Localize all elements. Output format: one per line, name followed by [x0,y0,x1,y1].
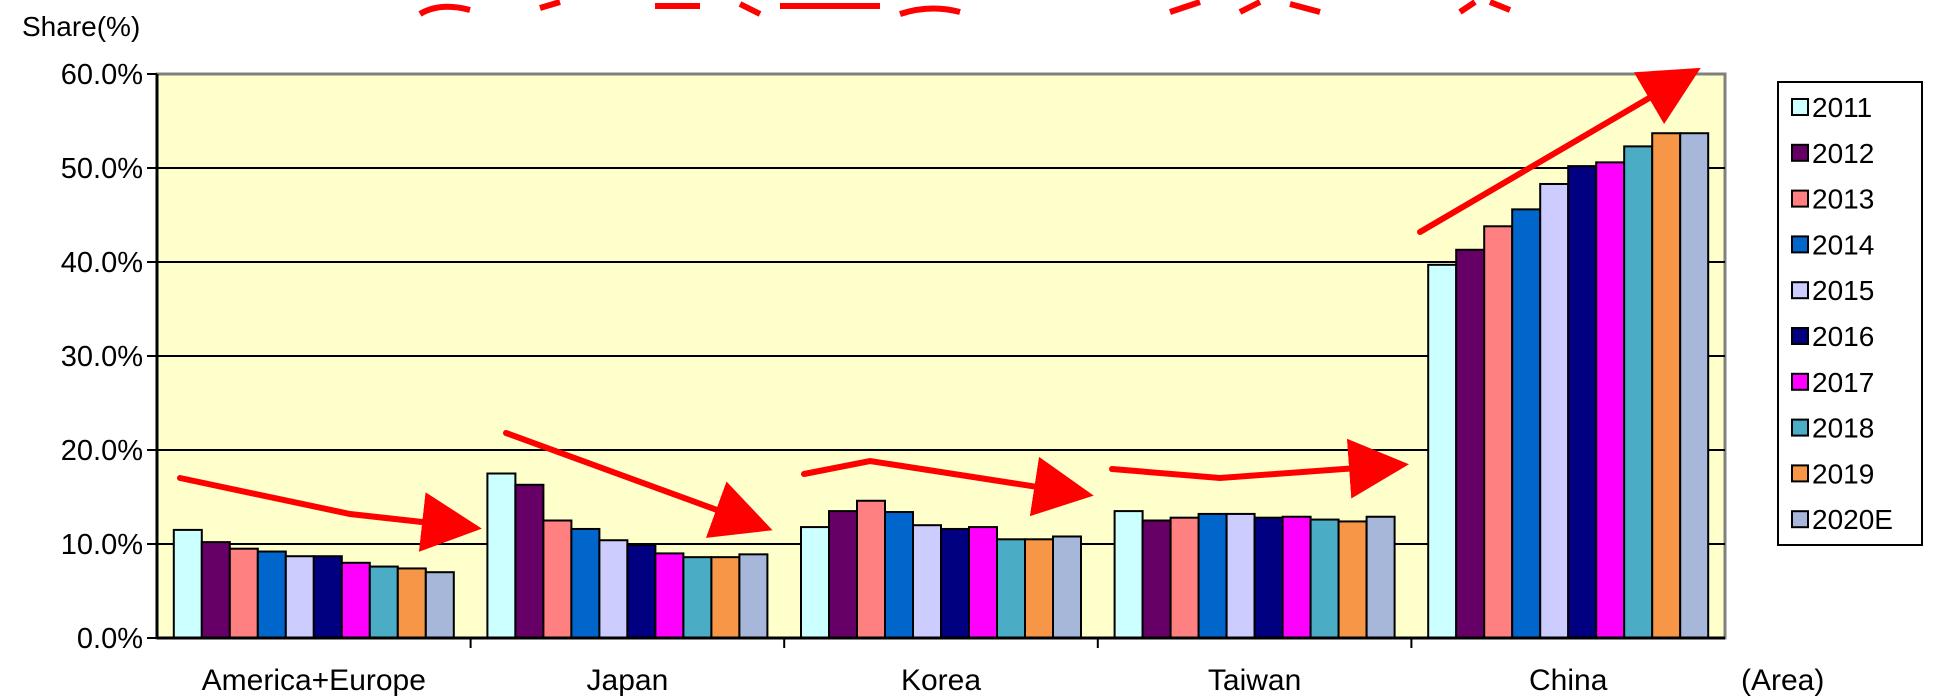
legend-label: 2019 [1812,458,1874,489]
category-label: Korea [901,664,981,697]
legend-swatch [1791,464,1809,483]
legend-label: 2015 [1812,275,1874,306]
y-tick-label: 10.0% [61,529,143,561]
legend-swatch [1791,143,1809,162]
bar-2020e-america-europe [424,571,455,640]
bar-2015-america-europe [284,555,315,639]
y-tick-label: 30.0% [61,341,143,373]
bar-2013-korea [856,499,886,640]
bar-2012-japan [514,483,545,639]
bar-2016-taiwan [1253,516,1284,639]
bar-2017-japan [654,552,685,640]
bars [172,132,1710,640]
trend-arrow-america-europe [177,475,482,552]
bar-2015-taiwan [1225,512,1256,639]
trend-arrows [177,67,1701,552]
bar-2011-japan [486,472,517,639]
y-tick-label: 0.0% [77,623,143,655]
bar-2012-taiwan [1141,519,1172,639]
bar-2011-china [1427,263,1458,639]
trend-arrow-japan [503,430,773,538]
bar-2013-japan [542,519,573,639]
bar-2020e-japan [738,553,769,640]
bar-2014-america-europe [256,550,287,640]
bar-2016-japan [626,543,657,639]
bar-2020e-taiwan [1365,515,1396,639]
legend-label: 2013 [1812,184,1874,215]
legend: 2011 2012 2013 2014 2015 2016 2017 2018 2019 2020… [1791,92,1893,535]
bar-2019-america-europe [396,567,427,639]
bar-2011-korea [800,526,830,640]
bar-2017-china [1595,161,1626,640]
bar-2015-japan [598,539,629,639]
bar-2018-korea [996,538,1026,639]
bar-2018-china [1623,145,1654,639]
category-label: Japan [587,664,669,697]
y-tick-label: 40.0% [61,247,143,279]
legend-swatch [1791,189,1809,208]
legend-label: 2011 [1812,92,1872,123]
y-tick-label: 50.0% [61,153,143,185]
bar-2019-japan [710,556,741,639]
bar-2015-korea [912,524,942,640]
trend-arrow-taiwan [1109,438,1409,499]
category-label: America+Europe [202,664,426,697]
bar-2014-korea [884,511,914,639]
category-label: Taiwan [1208,664,1301,697]
bar-2017-america-europe [340,561,371,639]
legend-swatch [1791,372,1809,391]
bar-2017-taiwan [1281,515,1312,639]
bar-2019-china [1651,132,1682,639]
bar-2013-china [1483,225,1514,639]
cropped-title-fragment [418,0,1512,17]
legend-label: 2012 [1812,138,1874,169]
y-tick-labels: 0.0% 10.0% 20.0% 30.0% 40.0% 50.0% 60.0% [61,59,143,655]
legend-label: 2020E [1812,504,1893,535]
bar-2011-taiwan [1113,510,1144,640]
legend-swatch [1791,235,1809,254]
category-label: China [1529,664,1608,697]
legend-label: 2017 [1812,367,1874,398]
bar-2015-china [1539,182,1570,639]
bar-2020e-china [1679,132,1710,639]
legend-swatch [1791,418,1809,437]
trend-arrow-china [1417,67,1701,235]
bar-2014-japan [570,527,601,640]
y-tick-label: 60.0% [61,59,143,91]
bar-2019-taiwan [1337,520,1368,639]
bar-2018-taiwan [1309,518,1340,639]
legend-label: 2018 [1812,413,1874,444]
bar-2013-taiwan [1169,516,1200,639]
bar-2016-america-europe [312,555,343,639]
bar-2016-china [1567,165,1598,639]
bar-2014-taiwan [1197,512,1228,639]
bar-2018-japan [682,556,713,639]
legend-swatch [1791,327,1809,345]
bar-2020e-korea [1052,535,1082,639]
y-tick-label: 20.0% [61,435,143,467]
bar-2018-america-europe [368,565,399,639]
bar-2013-america-europe [228,547,259,640]
bar-2016-korea [940,527,970,640]
bar-2012-america-europe [200,541,231,639]
y-axis-title: Share(%) [22,11,140,42]
bar-2012-china [1455,248,1486,639]
x-axis-title: (Area) [1741,664,1824,697]
legend-swatch [1791,510,1809,529]
bar-2017-korea [968,526,998,640]
bar-2012-korea [828,510,858,640]
legend-label: 2014 [1812,229,1874,260]
legend-swatch [1791,98,1809,116]
x-axis [155,74,1725,648]
bar-2019-korea [1024,538,1054,639]
trend-arrow-korea [801,456,1094,517]
category-labels: America+Europe Japan Korea Taiwan China [202,664,1608,697]
bar-2014-china [1511,208,1542,640]
bar-2011-america-europe [172,528,203,640]
legend-label: 2016 [1812,321,1874,352]
legend-swatch [1791,281,1809,300]
